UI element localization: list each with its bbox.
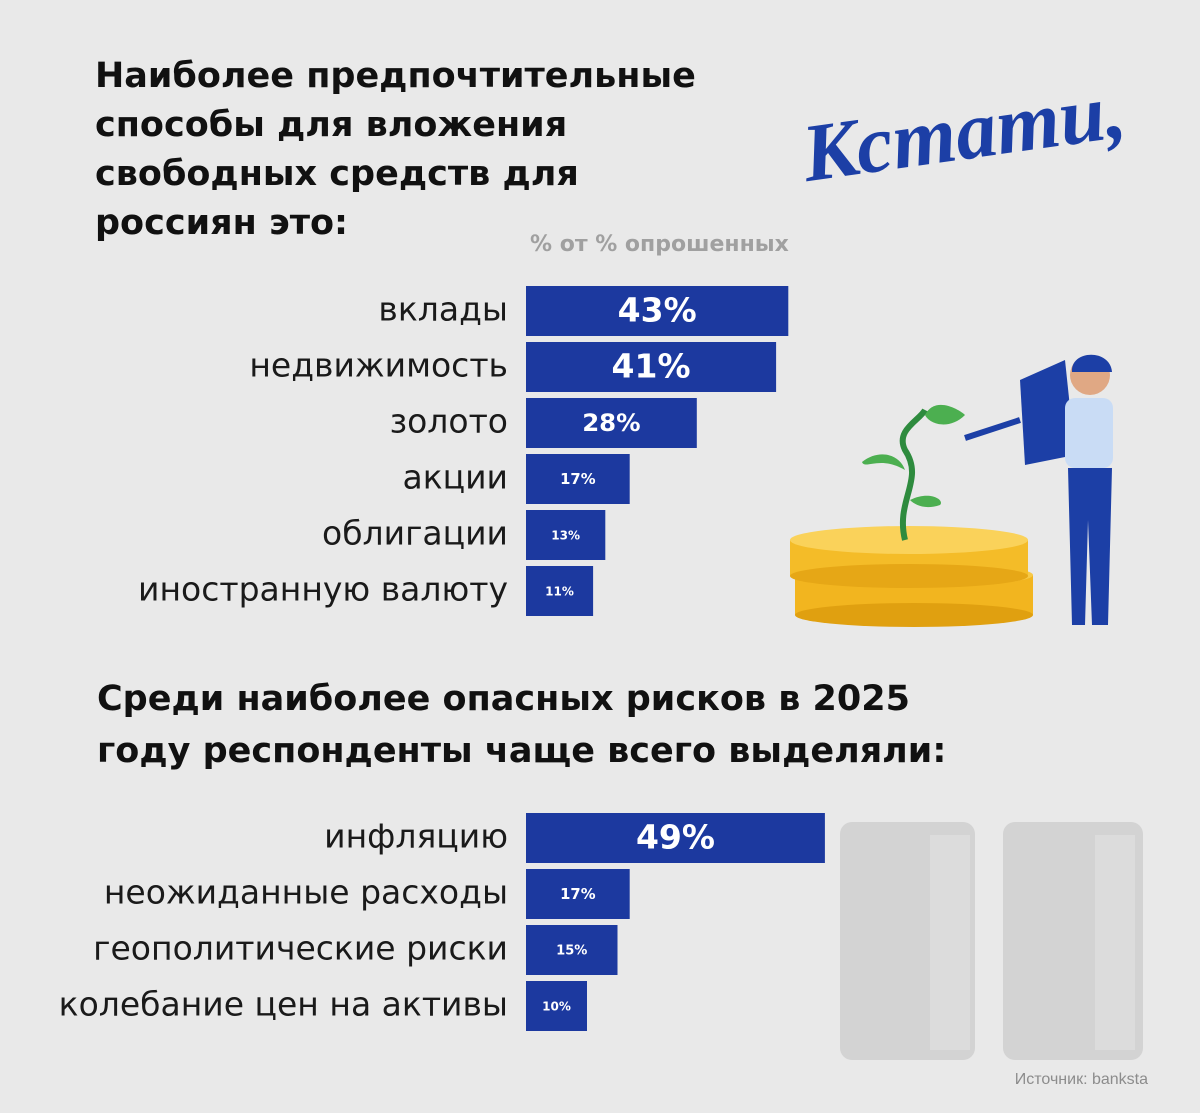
bar	[526, 286, 789, 336]
grey-coin-stacks	[840, 822, 1143, 1060]
chart-subtitle: % от % опрошенных	[530, 232, 789, 257]
bar	[526, 342, 777, 392]
chart-title: году респонденты чаще всего выделяли:	[97, 731, 946, 771]
bar	[526, 510, 606, 560]
value-label: 11%	[545, 585, 574, 599]
chart-title: Наиболее предпочтительные	[95, 56, 696, 96]
bar	[526, 925, 618, 975]
value-label: 17%	[560, 471, 596, 488]
value-label: 49%	[636, 818, 715, 857]
bar	[526, 398, 697, 448]
chart-title: свободных средств для	[95, 154, 579, 194]
category-label: иностранную валюту	[138, 570, 508, 609]
category-label: геополитические риски	[93, 929, 508, 968]
bar	[526, 981, 587, 1031]
coins-illustration	[790, 354, 1113, 627]
value-label: 41%	[612, 347, 691, 386]
value-label: 17%	[560, 886, 596, 903]
category-label: недвижимость	[249, 346, 508, 385]
value-label: 13%	[551, 529, 580, 543]
category-label: акции	[402, 458, 508, 497]
category-label: инфляцию	[324, 817, 508, 856]
value-label: 43%	[618, 291, 697, 330]
value-label: 10%	[542, 1000, 571, 1014]
chart-title: способы для вложения	[95, 105, 567, 145]
bar	[526, 869, 630, 919]
value-label: 28%	[582, 408, 640, 437]
bar	[526, 454, 630, 504]
source: Источник: banksta	[1015, 1071, 1148, 1088]
chart-title: Среди наиболее опасных рисков в 2025	[97, 679, 910, 719]
category-label: вклады	[378, 290, 508, 329]
value-label: 15%	[556, 944, 587, 959]
chart-title: россиян это:	[95, 203, 348, 243]
category-label: колебание цен на активы	[59, 985, 508, 1024]
category-label: облигации	[322, 514, 508, 553]
category-label: неожиданные расходы	[104, 873, 508, 912]
bar	[526, 566, 594, 616]
bar	[526, 813, 825, 863]
category-label: золото	[390, 402, 508, 441]
